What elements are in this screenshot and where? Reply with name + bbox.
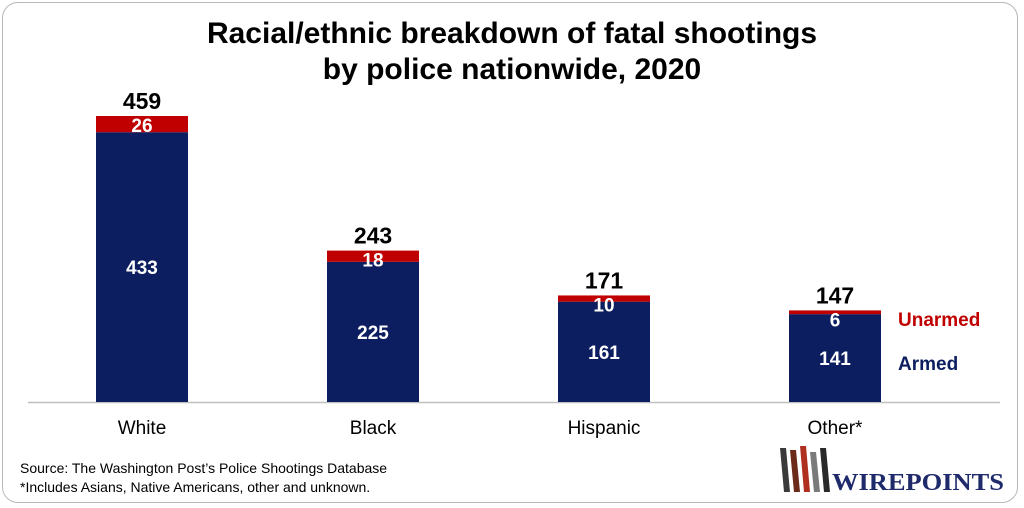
chart-title-line-1: Racial/ethnic breakdown of fatal shootin… [206,17,818,50]
bar-unarmed-0 [96,116,188,133]
bar-armed-1 [327,261,419,402]
chart-frame [2,2,1018,503]
logo-wordmark: WIREPOINTS [832,470,1004,494]
total-label-1: 243 [354,223,392,249]
legend-armed: Armed [898,354,958,375]
legend-unarmed: Unarmed [898,310,980,331]
bar-unarmed-1 [327,250,419,262]
bar-armed-3 [789,314,881,402]
unarmed-value-label-3: 6 [830,310,841,331]
bar-unarmed-3 [789,310,881,315]
category-label-1: Black [350,418,397,439]
category-label-3: Other* [808,418,864,439]
armed-value-label-2: 161 [588,343,620,364]
armed-value-label-3: 141 [819,349,851,370]
armed-value-label-1: 225 [357,323,389,344]
total-label-0: 459 [123,88,161,114]
category-label-2: Hispanic [568,418,641,439]
chart-title-line-2: by police nationwide, 2020 [322,53,702,86]
bar-armed-2 [558,301,650,402]
source-note: Source: The Washington Post’s Police Sho… [20,460,388,476]
armed-value-label-0: 433 [126,258,158,279]
unarmed-value-label-0: 26 [131,116,152,137]
total-label-2: 171 [585,267,624,293]
chart-title: Racial/ethnic breakdown of fatal shootin… [0,16,1024,88]
footnotes: Source: The Washington Post’s Police Sho… [20,459,387,497]
bar-unarmed-2 [558,295,650,302]
unarmed-value-label-2: 10 [593,295,614,316]
total-label-3: 147 [816,282,854,308]
wirepoints-logo: WIREPOINTS [780,446,1004,494]
bar-armed-0 [96,132,188,402]
unarmed-value-label-1: 18 [362,251,383,272]
category-label-0: White [118,418,167,439]
category-note: *Includes Asians, Native Americans, othe… [20,479,371,495]
